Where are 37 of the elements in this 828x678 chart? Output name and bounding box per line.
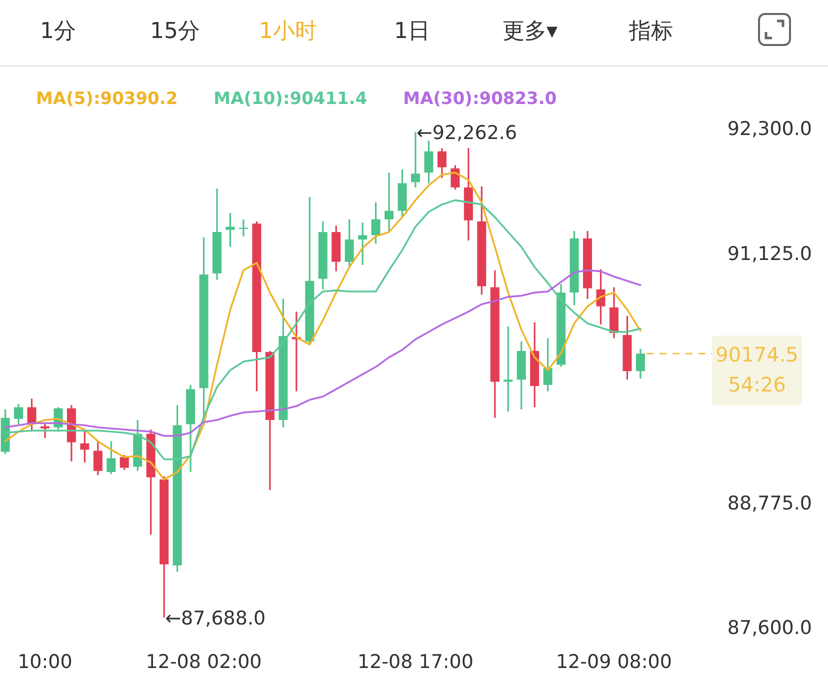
candlestick (344, 218, 354, 268)
y-tick-label: 87,600.0 (727, 617, 812, 639)
text: MA(10):90411.4 (214, 89, 368, 109)
text: 15分 (150, 19, 200, 44)
annotation: ←92,262.6 (416, 122, 518, 144)
candlestick (27, 398, 36, 432)
candlestick (226, 212, 235, 248)
annotation: ←87,688.0 (165, 608, 266, 630)
candlestick (40, 422, 50, 439)
text: 更多▾ (502, 19, 558, 44)
candlestick (384, 172, 394, 233)
y-tick-label: 91,125.0 (727, 242, 812, 265)
candlestick (120, 454, 129, 471)
x-tick-label: 12-08 17:00 (357, 651, 474, 673)
ref-line-label: 90174.5 54:26 (716, 342, 798, 397)
candlestick (358, 222, 368, 266)
candlestick (504, 326, 513, 412)
x-tick-label: 12-08 02:00 (146, 651, 262, 673)
text: 1小时 (259, 19, 317, 44)
text: 1分 (40, 19, 76, 44)
x-tick-label: 12-09 08:00 (556, 651, 672, 673)
candlestick (106, 440, 116, 475)
y-tick-label: 88,775.0 (727, 492, 812, 514)
text: 指标 (628, 19, 673, 44)
candlestick (424, 140, 434, 184)
text: MA(30):90823.0 (403, 89, 557, 109)
text: 1日 (394, 19, 430, 44)
y-tick-label: 92,300.0 (727, 118, 812, 140)
candlestick (437, 147, 446, 179)
candlestick (371, 202, 380, 245)
candlestick (543, 337, 552, 392)
x-tick-label: 10:00 (18, 651, 72, 673)
candlestick (93, 440, 102, 476)
text: MA(5):90390.2 (36, 89, 178, 109)
candlestick (14, 403, 24, 426)
candlestick (80, 428, 90, 464)
candlestick (636, 348, 645, 380)
